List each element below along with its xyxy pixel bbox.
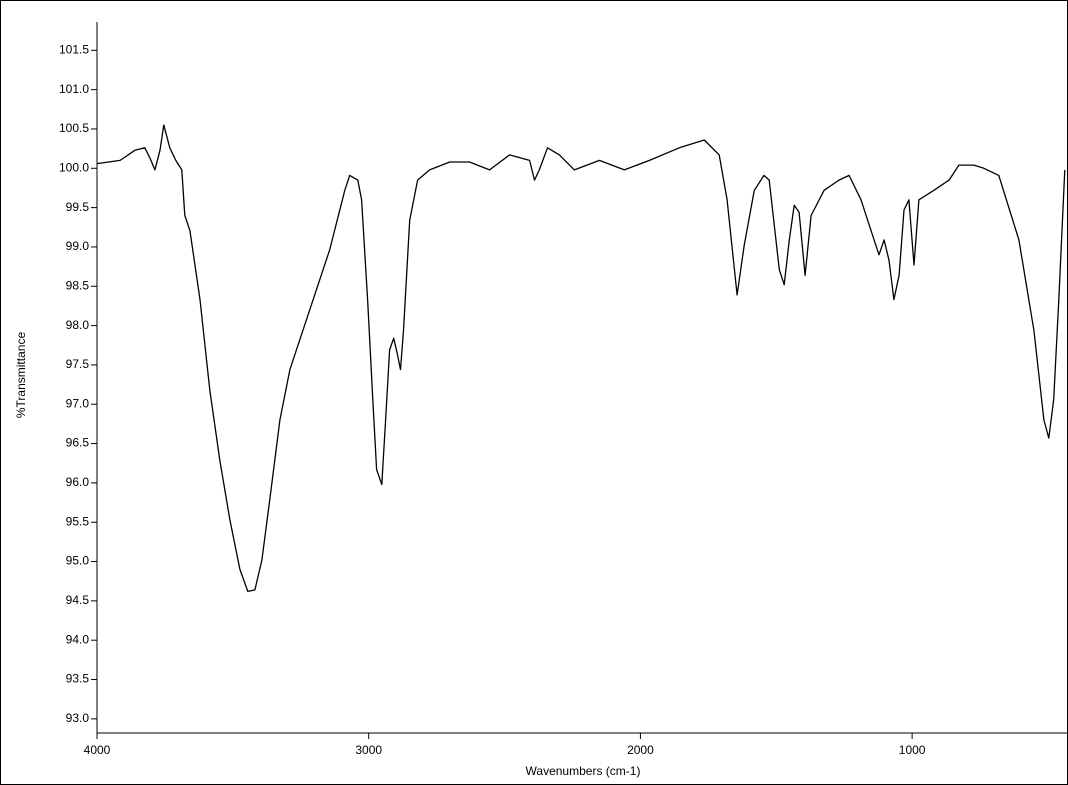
y-tick-label: 99.5 (66, 200, 90, 214)
x-axis-label: Wavenumbers (cm-1) (526, 764, 641, 778)
y-tick-label: 98.0 (66, 318, 90, 332)
y-tick-label: 99.0 (66, 239, 90, 253)
x-tick-label: 1000 (899, 743, 926, 757)
y-tick-label: 100.0 (59, 160, 89, 174)
spectrum-line (96, 124, 1066, 593)
y-tick-label: 97.5 (66, 357, 90, 371)
y-tick-label: 94.5 (66, 593, 90, 607)
y-tick-label: 96.0 (66, 475, 90, 489)
x-tick-label: 3000 (355, 743, 382, 757)
x-tick-label: 4000 (84, 743, 111, 757)
y-tick-label: 95.0 (66, 554, 90, 568)
y-tick-label: 93.0 (66, 711, 90, 725)
y-tick-label: 95.5 (66, 514, 90, 528)
y-tick-label: 101.0 (59, 82, 89, 96)
y-tick-label: 98.5 (66, 278, 90, 292)
x-tick-label: 2000 (627, 743, 654, 757)
y-tick-label: 100.5 (59, 121, 89, 135)
y-tick-label: 94.0 (66, 632, 90, 646)
y-tick-label: 97.0 (66, 396, 90, 410)
y-tick-label: 93.5 (66, 672, 90, 686)
y-axis-label: %Transmittance (14, 332, 28, 419)
y-tick-label: 101.5 (59, 42, 89, 56)
y-tick-label: 96.5 (66, 436, 90, 450)
